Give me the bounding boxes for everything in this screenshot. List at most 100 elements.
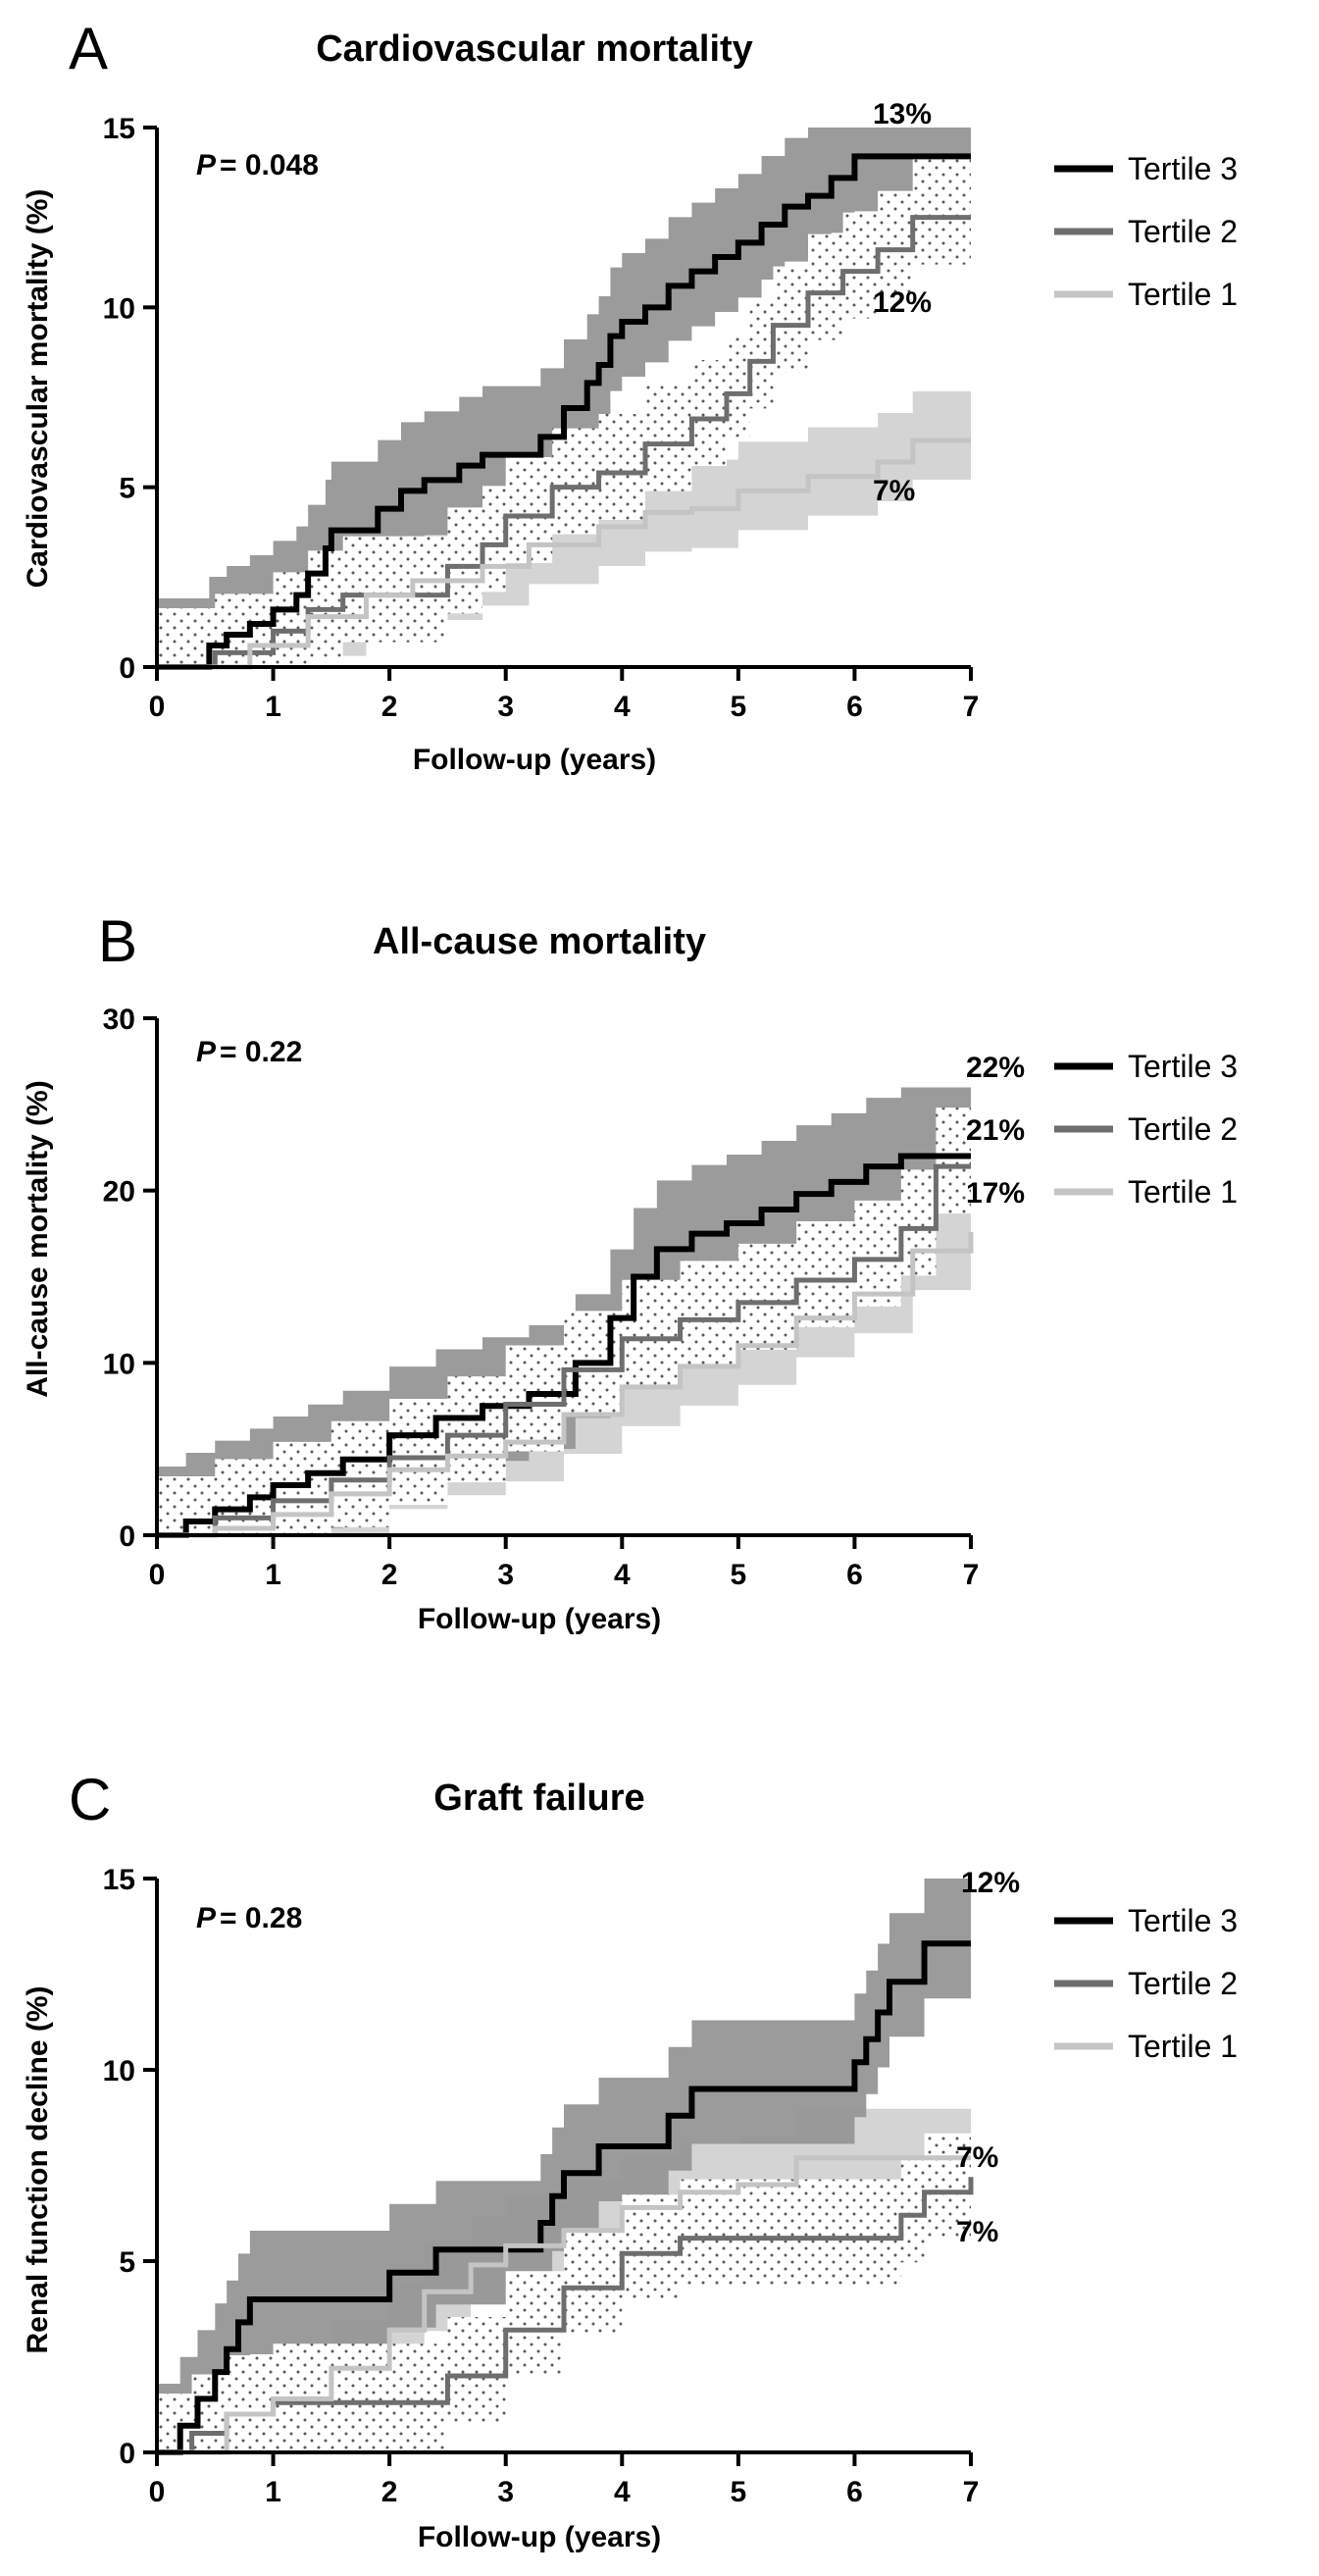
p-value: P = 0.048 (196, 149, 319, 181)
p-value-text: = 0.22 (220, 1036, 302, 1068)
y-axis-label: Renal function decline (%) (22, 1985, 54, 2353)
p-value: P = 0.22 (196, 1036, 302, 1068)
series-line-tertile-3 (157, 1153, 971, 1538)
legend: Tertile 3 Tertile 2 Tertile 1 (1054, 151, 1238, 312)
legend-label-tertile-1: Tertile 1 (1128, 2029, 1238, 2064)
series-lines (157, 1153, 974, 1538)
x-tick-label: 5 (731, 691, 747, 723)
x-tick-label: 6 (846, 1559, 863, 1591)
x-tick-label: 4 (614, 691, 631, 723)
y-tick-label: 5 (119, 2246, 135, 2279)
p-value-text: = 0.28 (220, 1902, 302, 1934)
series-lines (157, 1940, 974, 2455)
y-tick-label: 0 (119, 2438, 135, 2470)
end-label-tertile-1: 7% (956, 2216, 998, 2248)
legend: Tertile 3 Tertile 2 Tertile 1 (1054, 1049, 1238, 1210)
x-tick-label: 6 (846, 691, 863, 723)
x-tick-label: 4 (614, 2476, 631, 2508)
end-label-tertile-1: 17% (966, 1177, 1025, 1210)
x-tick-label: 5 (731, 1559, 747, 1591)
p-symbol: P (196, 1902, 217, 1934)
series-line-tertile-1 (157, 1231, 974, 1538)
y-tick-label: 10 (103, 1348, 135, 1380)
x-tick-label: 3 (497, 2476, 514, 2508)
x-tick-label: 0 (149, 1559, 166, 1591)
legend-label-tertile-1: Tertile 1 (1128, 277, 1238, 312)
panel-c: C Graft failure 0 1 2 3 4 5 6 7 0 5 10 15 Renal fun… (22, 1767, 1238, 2553)
y-tick-label: 20 (103, 1176, 135, 1209)
x-tick-label: 1 (265, 2476, 281, 2508)
panel-letter: C (69, 1767, 111, 1832)
x-tick-label: 7 (963, 691, 980, 723)
y-tick-label: 15 (103, 113, 135, 145)
x-tick-label: 3 (497, 691, 514, 723)
x-tick-label: 3 (497, 1559, 514, 1591)
ci-band-tertile-2 (157, 158, 971, 667)
series-line-tertile-3 (157, 153, 971, 670)
legend-label-tertile-2: Tertile 2 (1128, 1966, 1238, 2001)
end-label-tertile-1: 7% (873, 475, 915, 507)
x-tick-label: 7 (963, 1559, 980, 1591)
x-axis-label: Follow-up (years) (418, 1603, 661, 1635)
y-tick-label: 30 (103, 1004, 135, 1036)
end-label-tertile-2: 12% (873, 286, 932, 319)
chart-title: Graft failure (433, 1777, 644, 1819)
end-label-tertile-3: 13% (873, 98, 932, 130)
p-value-text: = 0.048 (220, 149, 319, 181)
series-line-tertile-3 (157, 1940, 971, 2455)
bands (157, 1879, 971, 2452)
panel-b: B All-cause mortality 0 1 2 3 4 5 6 7 0 10 20 30 Al… (22, 908, 1238, 1635)
panel-letter: B (98, 908, 137, 974)
series-line-tertile-2 (157, 215, 971, 670)
x-tick-label: 5 (731, 2476, 747, 2508)
y-axis-label: Cardiovascular mortality (%) (22, 189, 54, 589)
legend-label-tertile-2: Tertile 2 (1128, 214, 1238, 249)
series-line-tertile-1 (157, 2155, 971, 2455)
chart-title: All-cause mortality (373, 921, 706, 962)
end-label-tertile-3: 12% (961, 1867, 1020, 1899)
end-label-tertile-2: 7% (956, 2141, 998, 2174)
panel-letter: A (69, 16, 108, 81)
y-tick-label: 10 (103, 292, 135, 325)
end-label-tertile-3: 22% (966, 1052, 1025, 1084)
x-tick-label: 4 (614, 1559, 631, 1591)
y-tick-label: 10 (103, 2055, 135, 2087)
bands (157, 128, 971, 667)
y-tick-label: 0 (119, 652, 135, 685)
x-tick-label: 1 (265, 1559, 281, 1591)
legend-label-tertile-1: Tertile 1 (1128, 1174, 1238, 1210)
y-axis-label: All-cause mortality (%) (22, 1080, 54, 1397)
x-tick-label: 7 (963, 2476, 980, 2508)
p-value: P = 0.28 (196, 1902, 302, 1934)
series-lines (157, 153, 971, 670)
series-line-tertile-2 (157, 1163, 971, 1538)
p-symbol: P (196, 149, 217, 181)
x-tick-label: 0 (149, 2476, 166, 2508)
axes: 0 1 2 3 4 5 6 7 0 5 10 15 (103, 113, 980, 723)
x-tick-label: 6 (846, 2476, 863, 2508)
end-label-tertile-2: 21% (966, 1114, 1025, 1147)
axes: 0 1 2 3 4 5 6 7 0 5 10 15 (103, 1864, 980, 2508)
y-tick-label: 5 (119, 473, 135, 505)
panel-a: A Cardiovascular mortality 0 1 2 3 4 5 6 7 0 5 10 1… (22, 16, 1238, 776)
x-tick-label: 2 (381, 691, 398, 723)
x-tick-label: 1 (265, 691, 281, 723)
legend-label-tertile-3: Tertile 3 (1128, 151, 1238, 186)
bands (157, 1087, 971, 1535)
ci-band-tertile-2 (157, 1108, 971, 1535)
x-axis-label: Follow-up (years) (418, 2521, 661, 2553)
y-tick-label: 0 (119, 1520, 135, 1553)
x-tick-label: 2 (381, 1559, 398, 1591)
x-tick-label: 0 (149, 691, 166, 723)
legend: Tertile 3 Tertile 2 Tertile 1 (1054, 1903, 1238, 2064)
legend-label-tertile-3: Tertile 3 (1128, 1903, 1238, 1938)
chart-title: Cardiovascular mortality (316, 28, 753, 70)
legend-label-tertile-2: Tertile 2 (1128, 1111, 1238, 1147)
y-tick-label: 15 (103, 1864, 135, 1896)
axes: 0 1 2 3 4 5 6 7 0 10 20 30 (103, 1004, 980, 1591)
x-tick-label: 2 (381, 2476, 398, 2508)
series-line-tertile-1 (157, 438, 971, 670)
x-axis-label: Follow-up (years) (413, 744, 656, 776)
p-symbol: P (196, 1036, 217, 1068)
